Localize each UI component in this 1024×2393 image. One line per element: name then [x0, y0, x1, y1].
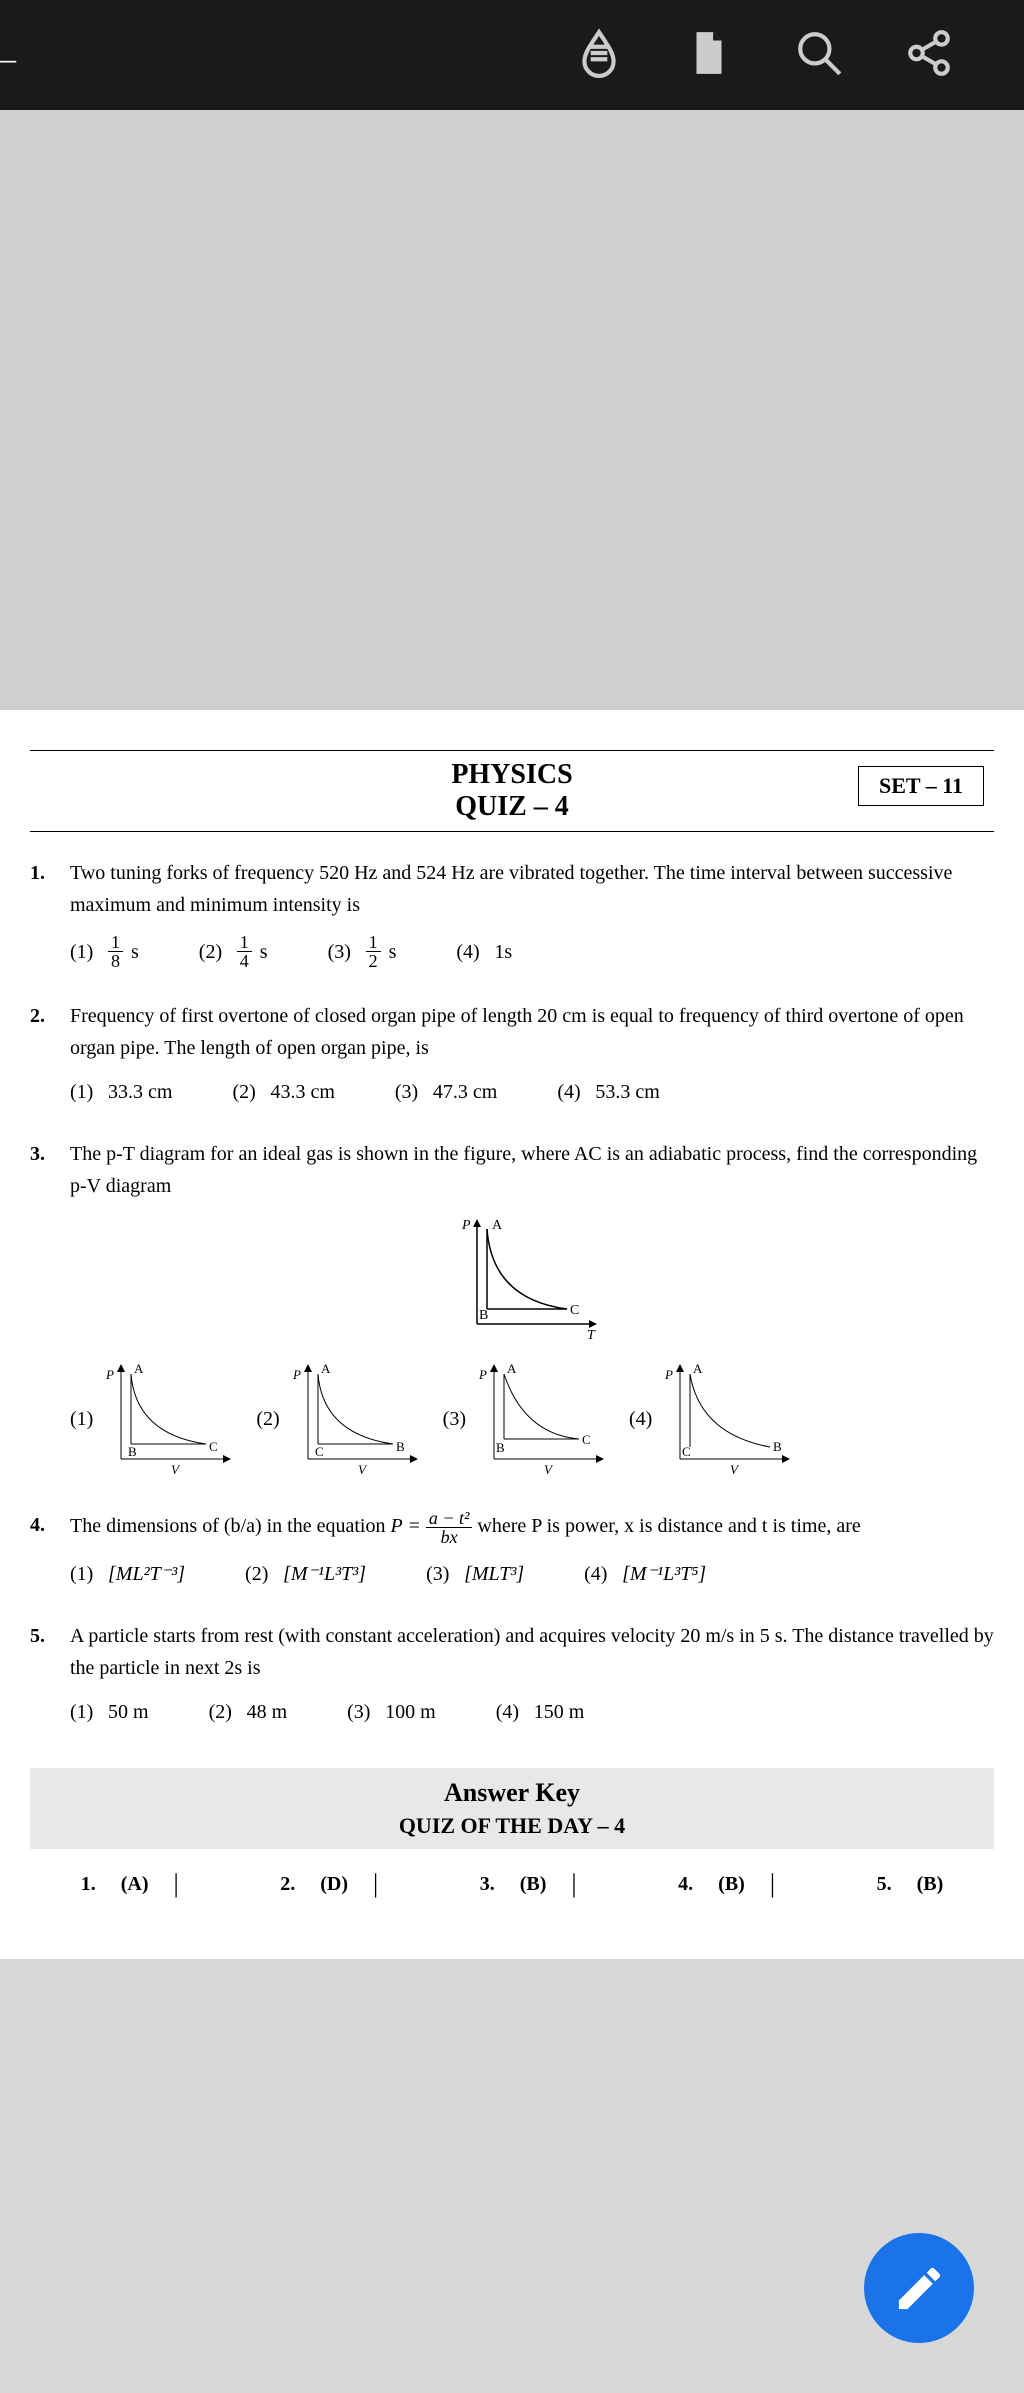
svg-text:V: V	[730, 1462, 740, 1477]
q1-opt4: (4)1s	[456, 933, 512, 970]
question-3: 3. The p-T diagram for an ideal gas is s…	[30, 1138, 994, 1479]
svg-text:V: V	[358, 1462, 368, 1477]
q4-opt1: (1)[ML²T⁻³]	[70, 1558, 185, 1590]
q1-opt3: (3)12s	[328, 933, 397, 970]
svg-text:B: B	[479, 1308, 488, 1323]
q3-opt3: (3) PABCV	[443, 1359, 614, 1479]
q5-opt1: (1)50 m	[70, 1696, 149, 1728]
svg-text:C: C	[315, 1444, 324, 1459]
svg-text:B: B	[773, 1439, 782, 1454]
svg-text:V: V	[544, 1462, 554, 1477]
answer-key-section: Answer Key QUIZ OF THE DAY – 4 1.(A)| 2.…	[30, 1768, 994, 1899]
question-4: 4. The dimensions of (b/a) in the equati…	[30, 1509, 994, 1590]
q4-opt3: (3)[MLT³]	[426, 1558, 524, 1590]
svg-text:A: A	[507, 1361, 517, 1376]
edit-fab-button[interactable]	[864, 2233, 974, 2343]
svg-text:P: P	[292, 1367, 301, 1382]
q5-opt2: (2)48 m	[209, 1696, 288, 1728]
svg-text:A: A	[134, 1361, 144, 1376]
question-2: 2. Frequency of first overtone of closed…	[30, 1000, 994, 1108]
q3-opt2: (2) PACBV	[256, 1359, 427, 1479]
file-icon[interactable]	[684, 28, 734, 83]
drop-icon[interactable]	[574, 28, 624, 83]
svg-text:T: T	[587, 1328, 596, 1343]
answer-5: 5.(B)	[877, 1869, 944, 1899]
q2-opt2: (2)43.3 cm	[232, 1076, 334, 1108]
svg-text:V: V	[171, 1462, 181, 1477]
svg-text:P: P	[664, 1367, 673, 1382]
question-1: 1. Two tuning forks of frequency 520 Hz …	[30, 857, 994, 970]
q3-main-diagram: P A B C T	[70, 1214, 994, 1344]
svg-text:C: C	[209, 1439, 218, 1454]
svg-text:A: A	[693, 1361, 703, 1376]
q2-opt1: (1)33.3 cm	[70, 1076, 172, 1108]
q2-opt3: (3)47.3 cm	[395, 1076, 497, 1108]
svg-text:P: P	[461, 1218, 471, 1233]
back-indicator: –	[0, 40, 16, 77]
q1-opt2: (2)14s	[199, 933, 268, 970]
quiz-subtitle: QUIZ – 4	[451, 791, 572, 823]
image-placeholder	[0, 110, 1024, 710]
svg-text:A: A	[321, 1361, 331, 1376]
answer-key-title: Answer Key	[40, 1778, 984, 1808]
q2-opt4: (4)53.3 cm	[557, 1076, 659, 1108]
answer-4: 4.(B)|	[678, 1869, 775, 1899]
quiz-title: PHYSICS	[451, 759, 572, 791]
q1-opt1: (1)18s	[70, 933, 139, 970]
app-toolbar: –	[0, 0, 1024, 110]
q5-opt4: (4)150 m	[496, 1696, 585, 1728]
q3-opt1: (1) PABCV	[70, 1359, 241, 1479]
svg-text:C: C	[682, 1444, 691, 1459]
document-page: PHYSICS QUIZ – 4 SET – 11 1. Two tuning …	[0, 710, 1024, 1959]
svg-text:B: B	[128, 1444, 137, 1459]
question-5: 5. A particle starts from rest (with con…	[30, 1620, 994, 1728]
svg-text:P: P	[478, 1367, 487, 1382]
quiz-header: PHYSICS QUIZ – 4 SET – 11	[30, 750, 994, 832]
answer-1: 1.(A)|	[81, 1869, 179, 1899]
svg-text:P: P	[105, 1367, 114, 1382]
pencil-icon	[892, 2261, 947, 2316]
search-icon[interactable]	[794, 28, 844, 83]
svg-text:B: B	[396, 1439, 405, 1454]
q4-opt4: (4)[M⁻¹L³T⁵]	[584, 1558, 706, 1590]
q3-opt4: (4) PACBV	[629, 1359, 800, 1479]
answer-3: 3.(B)|	[480, 1869, 577, 1899]
share-icon[interactable]	[904, 28, 954, 83]
set-label: SET – 11	[858, 766, 984, 806]
q4-opt2: (2)[M⁻¹L³T³]	[245, 1558, 366, 1590]
svg-text:C: C	[582, 1432, 591, 1447]
svg-text:B: B	[496, 1440, 505, 1455]
answer-2: 2.(D)|	[280, 1869, 378, 1899]
svg-text:A: A	[492, 1218, 503, 1233]
q5-opt3: (3)100 m	[347, 1696, 436, 1728]
answer-key-subtitle: QUIZ OF THE DAY – 4	[40, 1813, 984, 1839]
svg-text:C: C	[570, 1303, 579, 1318]
